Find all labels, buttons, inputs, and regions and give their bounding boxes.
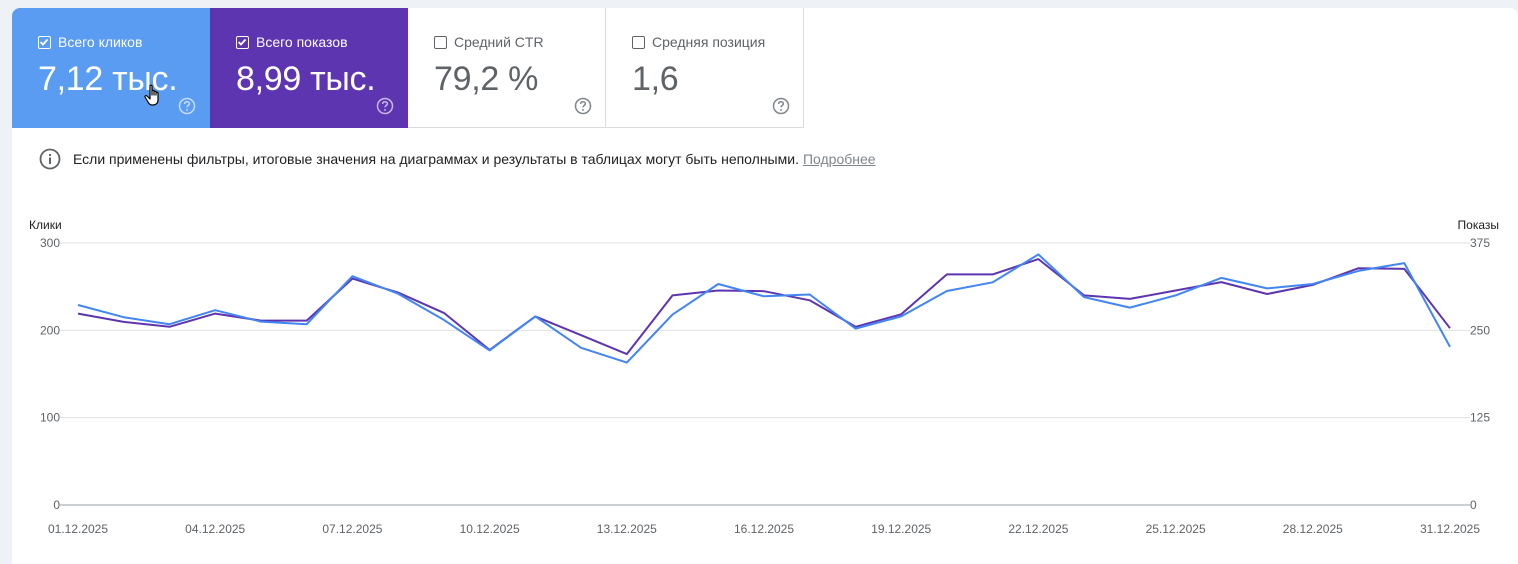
y-tick-label-left: 100 [40,411,60,425]
metric-card-ctr[interactable]: Средний CTR 79,2 % [408,8,606,128]
hand-cursor-icon [144,84,159,106]
x-tick-label: 07.12.2025 [322,522,382,536]
x-tick-label: 22.12.2025 [1008,522,1068,536]
check-icon [237,38,247,46]
y-tick-label-right: 125 [1470,411,1490,425]
performance-chart: 0 0 100 125 200 250 300 375 Клики Показы 01.12.202… [29,218,1499,536]
help-icon[interactable] [574,97,592,115]
x-tick-label: 19.12.2025 [871,522,931,536]
x-tick-label: 04.12.2025 [185,522,245,536]
clicks-checkbox[interactable] [38,36,51,49]
info-icon [39,148,61,170]
y-tick-label-right: 0 [1470,498,1477,512]
y-tick-label-left: 200 [40,323,60,337]
metric-card-position[interactable]: Средняя позиция 1,6 [606,8,804,128]
x-tick-label: 28.12.2025 [1283,522,1343,536]
y-tick-label-right: 250 [1470,323,1490,337]
clicks-line [77,253,1451,364]
impressions-label: Всего показов [256,34,348,50]
help-icon[interactable] [178,97,196,115]
learn-more-link[interactable]: Подробнее [802,151,876,167]
x-tick-label: 31.12.2025 [1420,522,1480,536]
metric-card-impressions[interactable]: Всего показов 8,99 тыс. [210,8,408,128]
impressions-checkbox[interactable] [236,36,249,49]
clicks-label: Всего кликов [58,34,143,50]
x-tick-label: 25.12.2025 [1146,522,1206,536]
help-icon[interactable] [772,97,790,115]
position-checkbox[interactable] [632,36,645,49]
ctr-checkbox[interactable] [434,36,447,49]
check-icon [39,38,49,46]
ctr-value: 79,2 % [434,60,539,98]
filter-notice: Если применены фильтры, итоговые значени… [39,148,876,170]
x-tick-label: 10.12.2025 [460,522,520,536]
y-axis-title-right: Показы [1458,218,1499,232]
metric-cards: Всего кликов 7,12 тыс. Всего показов 8,9… [12,8,804,128]
y-axis-title-left: Клики [29,218,62,232]
x-tick-label: 01.12.2025 [48,522,108,536]
y-tick-label-left: 0 [53,498,60,512]
y-tick-label-right: 375 [1470,236,1490,250]
help-icon[interactable] [376,97,394,115]
y-tick-label-left: 300 [40,236,60,250]
notice-text: Если применены фильтры, итоговые значени… [73,151,799,167]
x-tick-label: 16.12.2025 [734,522,794,536]
ctr-label: Средний CTR [454,34,544,50]
performance-panel: Всего кликов 7,12 тыс. Всего показов 8,9… [12,8,1518,564]
impressions-value: 8,99 тыс. [236,60,376,98]
position-label: Средняя позиция [652,34,766,50]
impressions-line [77,258,1451,356]
x-tick-label: 13.12.2025 [597,522,657,536]
position-value: 1,6 [632,60,679,98]
